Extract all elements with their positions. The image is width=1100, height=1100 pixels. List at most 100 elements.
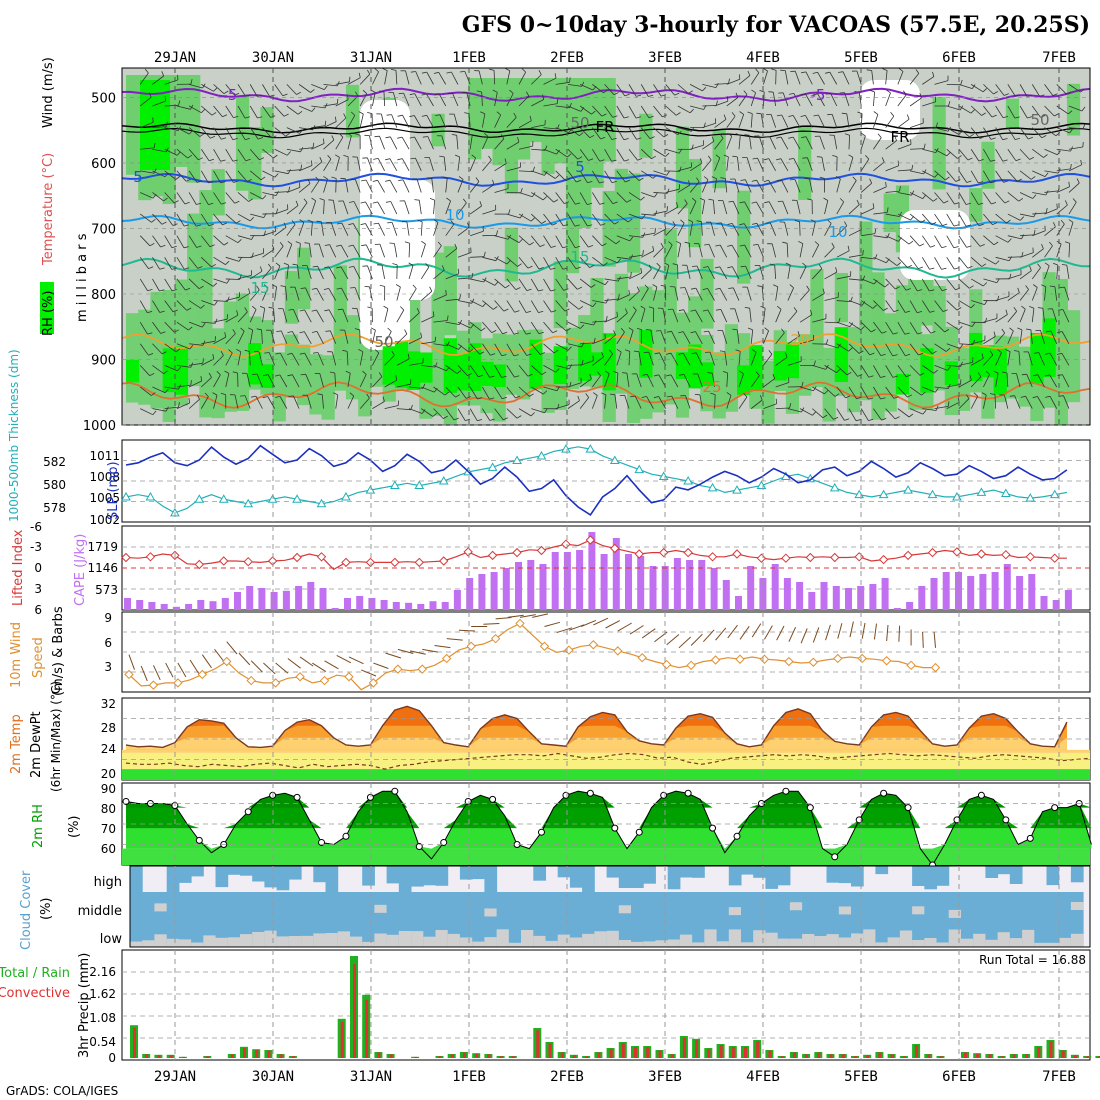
wind-barb: [604, 394, 607, 409]
wind-barb-flag: [187, 154, 193, 159]
wind-barb: [531, 192, 544, 201]
wind-barb-flag: [491, 330, 497, 333]
wind-barb: [946, 278, 956, 291]
wind-barb-flag: [1081, 106, 1086, 112]
wind-barb: [726, 135, 733, 150]
wind-barb: [452, 92, 459, 107]
wind-barb-flag: [176, 151, 181, 156]
cape-bar: [405, 602, 413, 610]
wind-barb-flag: [603, 262, 608, 267]
cloud-high-cell: [533, 866, 547, 881]
wind-barb: [616, 105, 625, 119]
wind-barb-flag: [1021, 251, 1024, 257]
wind-barb: [139, 72, 149, 85]
wind-barb-flag: [825, 339, 829, 345]
wind-barb-flag: [477, 397, 483, 400]
wind-barb: [628, 290, 640, 301]
cloud-low-cell: [508, 920, 522, 947]
wind-barb: [408, 337, 422, 345]
contour-minus5: [121, 87, 1091, 103]
wind-barb-flag: [979, 136, 985, 139]
wind-barb-flag: [212, 282, 218, 287]
wind-barb-flag: [894, 135, 897, 141]
wind-barb-flag: [358, 111, 364, 115]
wind-barb: [543, 343, 555, 354]
wind-barb-flag: [299, 331, 305, 334]
wind-barb-flag: [688, 219, 693, 223]
wind-barb: [722, 200, 728, 215]
wind-barb: [921, 278, 930, 292]
pressure-tick-label: 700: [91, 222, 116, 237]
wind-barb: [201, 300, 215, 306]
wind-speed-line-marker: [515, 618, 525, 629]
wind-barb: [1019, 84, 1028, 97]
wind-barb: [1040, 330, 1045, 344]
wind-barb-flag: [978, 223, 984, 227]
rh-bright-cell: [248, 343, 262, 385]
wind-barb-flag: [248, 327, 253, 331]
wind-barb: [372, 401, 385, 409]
cloud-low-gray: [973, 933, 986, 947]
wind-barb: [274, 127, 286, 137]
wind-barb: [188, 213, 197, 227]
wind-barb-flag: [690, 287, 696, 290]
wind-barb-flag: [810, 219, 816, 223]
cape-bar: [600, 554, 608, 610]
wind-barb: [237, 274, 252, 280]
wind-barb: [640, 308, 646, 323]
wind-barb-10m: [238, 652, 251, 666]
wind-barb-flag: [869, 352, 875, 356]
wind-barb: [624, 395, 630, 409]
wind-barb: [543, 365, 556, 373]
wind-barb: [280, 330, 288, 344]
precip-conv-bar: [243, 1047, 246, 1058]
wind-barb-flag: [195, 224, 202, 227]
rh-bright-cell: [1042, 318, 1056, 378]
wind-barb-flag: [613, 371, 619, 374]
wind-barb-flag: [605, 298, 609, 304]
wind-barb: [653, 192, 668, 194]
precip-conv-bar: [621, 1043, 625, 1058]
wind-barb-flag: [768, 349, 773, 355]
wind-barb: [414, 136, 422, 150]
wind-barb: [885, 278, 896, 290]
wind-barb: [1007, 351, 1011, 366]
wind-barb: [616, 84, 626, 97]
wind-barb-10m: [568, 624, 585, 631]
wind-barb: [298, 165, 313, 172]
cloud-low-gray: [423, 936, 437, 947]
wind-barb-flag: [578, 305, 584, 310]
wind-barb: [702, 122, 716, 128]
precip-conv-bar: [719, 1045, 723, 1058]
wind-barb: [213, 105, 223, 118]
wind-barb-flag: [981, 263, 987, 267]
wind-barb-flag: [678, 309, 684, 312]
wind-barb: [201, 235, 211, 247]
wind-barb-flag: [751, 89, 756, 94]
wind-barb: [518, 321, 527, 335]
rh2m-line-marker: [1002, 816, 1010, 824]
cape-bar: [282, 590, 290, 610]
wind-barb-flag: [221, 202, 227, 205]
wind-barb: [237, 351, 242, 366]
wind-barb-flag: [420, 332, 422, 338]
slp-tick: 1011: [89, 449, 120, 463]
wind-barb-10m: [275, 662, 289, 674]
cloud-level-middle: middle: [78, 904, 122, 919]
wind-barb-flag: [1045, 352, 1051, 355]
wind-barb: [750, 352, 757, 366]
wind-barb: [824, 321, 839, 324]
wind-barb: [775, 407, 790, 410]
wind-barb: [396, 383, 411, 388]
wind-barb: [995, 149, 1004, 162]
wind-barb-flag: [395, 284, 401, 288]
wind-barb: [267, 396, 275, 409]
precip-conv-bar: [854, 1056, 857, 1058]
wind-barb: [1066, 265, 1070, 279]
wind-barb-flag: [196, 180, 202, 183]
thickness-line-marker: [878, 489, 889, 499]
wind-barb-flag: [788, 136, 794, 139]
wind-barb: [580, 321, 594, 326]
wind-barb: [946, 148, 958, 159]
